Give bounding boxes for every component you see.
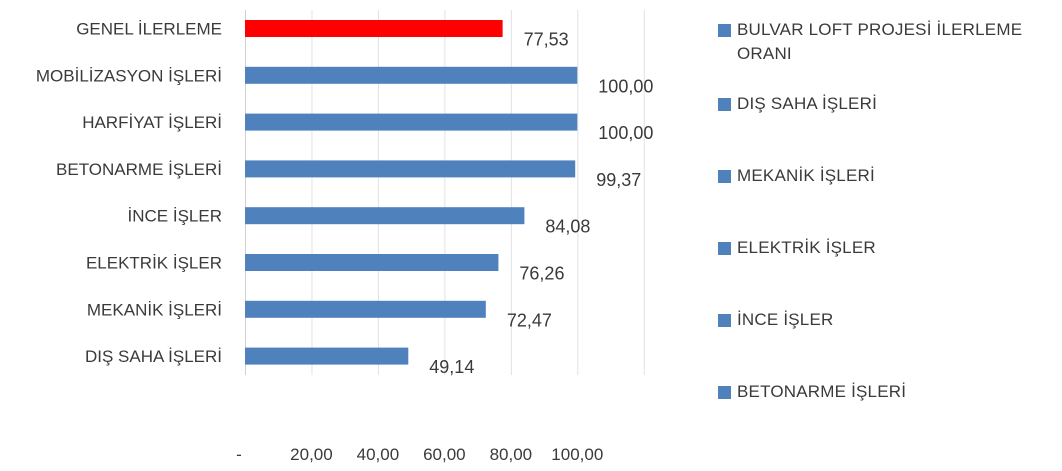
bar bbox=[245, 254, 499, 271]
legend-label: BETONARME İŞLERİ bbox=[737, 382, 907, 401]
bar bbox=[245, 160, 576, 178]
legend-label: DIŞ SAHA İŞLERİ bbox=[737, 94, 877, 113]
legend-label: ELEKTRİK İŞLER bbox=[737, 238, 876, 257]
bars bbox=[245, 20, 578, 365]
legend-swatch bbox=[718, 242, 731, 255]
category-label: ELEKTRİK İŞLER bbox=[86, 254, 222, 273]
bar bbox=[245, 207, 525, 225]
legend-swatch bbox=[718, 24, 731, 37]
legend-label: MEKANİK İŞLERİ bbox=[737, 166, 875, 185]
bar bbox=[245, 113, 578, 131]
category-label: GENEL İLERLEME bbox=[76, 20, 222, 39]
data-label: 99,37 bbox=[596, 170, 641, 190]
category-label: MEKANİK İŞLERİ bbox=[87, 300, 222, 319]
legend-swatch bbox=[718, 314, 731, 327]
category-label: BETONARME İŞLERİ bbox=[56, 160, 222, 179]
bar bbox=[245, 66, 578, 84]
data-label: 49,14 bbox=[429, 357, 474, 377]
legend-item: İNCE İŞLER bbox=[718, 308, 1057, 332]
category-label: MOBİLİZASYON İŞLERİ bbox=[36, 66, 222, 85]
value-labels: 77,53 100,00 100,00 99,37 84,08 76,26 72,47 49,… bbox=[429, 30, 653, 378]
legend-item: DIŞ SAHA İŞLERİ bbox=[718, 92, 1057, 116]
x-tick-label: 80,00 bbox=[490, 445, 533, 464]
category-label: İNCE İŞLER bbox=[128, 207, 222, 226]
data-label: 76,26 bbox=[519, 264, 564, 284]
data-label: 77,53 bbox=[524, 30, 569, 50]
legend-item: BETONARME İŞLERİ bbox=[718, 380, 1057, 404]
legend-label: BULVAR LOFT PROJESİ İLERLEME ORANI bbox=[737, 20, 1023, 63]
x-tick-label: 40,00 bbox=[357, 445, 400, 464]
x-tick-label: - bbox=[236, 445, 242, 464]
legend-swatch bbox=[718, 170, 731, 183]
data-label: 84,08 bbox=[545, 217, 590, 237]
legend-label: İNCE İŞLER bbox=[737, 310, 834, 329]
category-label: HARFİYAT İŞLERİ bbox=[82, 113, 222, 132]
x-tick-labels: - 20,00 40,00 60,00 80,00 100,00 bbox=[236, 445, 603, 464]
category-labels: GENEL İLERLEME MOBİLİZASYON İŞLERİ HARFİYA… bbox=[36, 20, 222, 367]
category-label: DIŞ SAHA İŞLERİ bbox=[85, 347, 222, 366]
x-tick-label: 100,00 bbox=[551, 445, 603, 464]
legend-item: BULVAR LOFT PROJESİ İLERLEME ORANI bbox=[718, 18, 1057, 66]
x-tick-label: 60,00 bbox=[423, 445, 466, 464]
legend-swatch bbox=[718, 98, 731, 111]
data-label: 72,47 bbox=[507, 310, 552, 330]
legend-item: ELEKTRİK İŞLER bbox=[718, 236, 1057, 260]
x-tick-label: 20,00 bbox=[290, 445, 333, 464]
gridlines bbox=[245, 10, 645, 375]
bar bbox=[245, 300, 486, 318]
bar bbox=[245, 347, 409, 365]
legend-swatch bbox=[718, 386, 731, 399]
bar bbox=[245, 20, 503, 37]
data-label: 100,00 bbox=[598, 76, 653, 96]
data-label: 100,00 bbox=[598, 123, 653, 143]
legend-item: MEKANİK İŞLERİ bbox=[718, 164, 1057, 188]
